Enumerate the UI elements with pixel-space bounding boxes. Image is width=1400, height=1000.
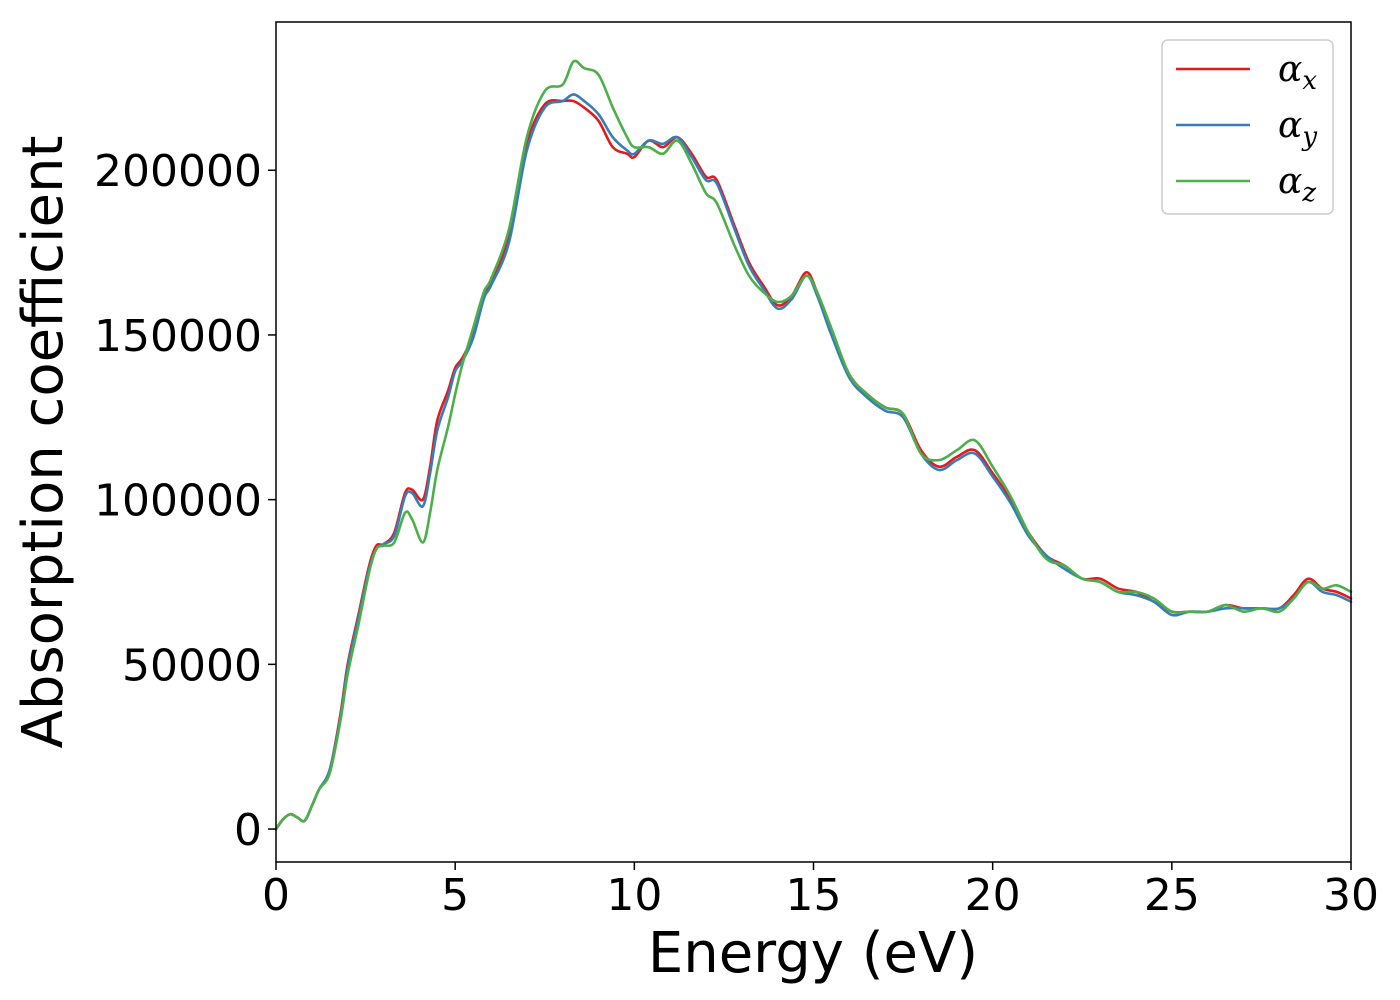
x-tick-label: 30	[1323, 870, 1379, 921]
x-tick-label: 25	[1144, 870, 1200, 921]
legend-frame	[1161, 39, 1334, 215]
legend-symbol: α	[1278, 105, 1302, 146]
legend-subscript: x	[1302, 66, 1317, 96]
x-axis-label: Energy (eV)	[648, 921, 978, 986]
y-axis-ticks: 0 50000 100000 150000 200000	[94, 146, 276, 856]
legend-subscript: y	[1301, 122, 1317, 152]
series-line-y	[274, 93, 1353, 831]
x-tick-label: 15	[786, 870, 842, 921]
x-tick-label: 5	[441, 870, 469, 921]
y-tick-label: 50000	[122, 640, 262, 691]
legend-symbol: α	[1278, 161, 1302, 202]
legend-symbol: α	[1278, 49, 1302, 90]
y-tick-label: 150000	[94, 311, 262, 362]
y-tick-label: 200000	[94, 146, 262, 197]
x-axis-ticks: 0 5 10 15 20 25 30	[262, 862, 1379, 921]
x-tick-label: 20	[965, 870, 1021, 921]
legend-subscript: z	[1301, 178, 1316, 208]
y-tick-label: 100000	[94, 476, 262, 527]
legend-label-x: αx	[1278, 49, 1317, 96]
x-tick-label: 10	[606, 870, 662, 921]
legend-label-z: αz	[1278, 161, 1316, 208]
series-layer	[274, 59, 1353, 831]
legend-label-y: αy	[1278, 105, 1317, 152]
y-tick-label: 0	[234, 805, 262, 856]
x-tick-label: 0	[262, 870, 290, 921]
y-axis-label: Absorption coefficient	[11, 136, 76, 749]
series-line-z	[274, 59, 1353, 831]
